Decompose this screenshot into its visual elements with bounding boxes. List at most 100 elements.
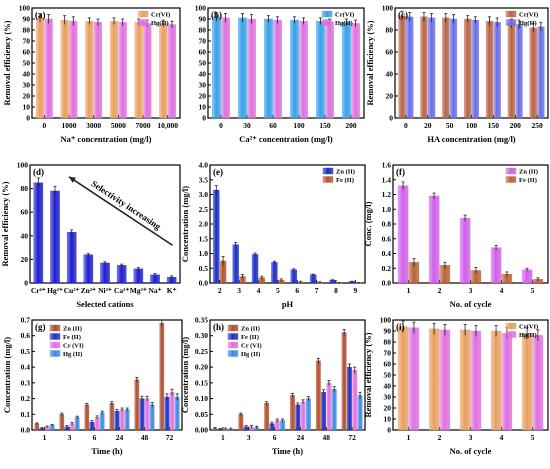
y-tick-label: 30 (384, 393, 392, 402)
bar (74, 417, 80, 431)
panel-b: 0 10 20 30 40 50 60 70 80 90 100 0 30 60 100 150 200 (b) C… (195, 4, 365, 144)
panel-i: 0 10 20 30 40 50 60 70 80 90 100 1 2 3 4 5 (i) No. of cyc… (363, 316, 549, 456)
bar (331, 388, 337, 431)
y-tick-label: 0.30 (195, 331, 208, 340)
y-tick-label: 0.0 (199, 279, 209, 288)
y-tick-label: 70 (384, 349, 392, 358)
y-tick-label: 90 (384, 327, 392, 336)
y-tick-label: 60 (199, 48, 207, 57)
y-tick-label: 2.0 (199, 220, 209, 229)
y-tick-label: 0.15 (195, 378, 208, 387)
y-tick-label: 0.0 (21, 426, 31, 435)
bar (212, 16, 221, 119)
y-tick-label: 0.2 (382, 264, 392, 273)
bar (515, 24, 523, 119)
x-tick-label: 4 (257, 286, 261, 295)
x-tick-label: 1 (43, 433, 47, 442)
legend-swatch (505, 10, 517, 18)
x-tick-label: 3 (469, 286, 473, 295)
legend-label: Cr(VI) (519, 324, 538, 331)
x-tick-label: K⁺ (167, 286, 177, 295)
x-tick-label: 9 (353, 286, 357, 295)
x-tick-label: Ni²⁺ (98, 286, 112, 295)
bar (464, 18, 472, 119)
bar (118, 22, 127, 119)
y-axis-label: Concentration (mg/l) (180, 186, 190, 262)
legend-swatch (49, 341, 61, 349)
y-tick-label: 0.0 (382, 279, 392, 288)
bar (398, 15, 406, 119)
bar (109, 21, 119, 119)
x-axis-label: HA concentration (mg/l) (427, 134, 515, 144)
legend-label: Hg(II) (151, 20, 169, 27)
bar (428, 17, 436, 119)
legend-swatch (322, 176, 334, 183)
bar (428, 195, 440, 284)
bar (100, 262, 110, 284)
bar (529, 27, 537, 119)
panel-label: (f) (396, 167, 405, 177)
bar (490, 330, 502, 431)
y-tick-label: 10 (384, 415, 392, 424)
y-tick-label: 1.2 (382, 190, 392, 199)
y-tick-label: 1.6 (382, 161, 392, 170)
y-tick-label: 10 (23, 103, 31, 112)
bar (167, 24, 177, 119)
legend-swatch (505, 331, 517, 338)
y-tick-label: 0 (202, 114, 206, 123)
x-tick-label: 1 (221, 433, 225, 442)
legend-swatch (505, 19, 517, 26)
bar (238, 17, 247, 119)
y-tick-label: 80 (21, 184, 29, 193)
x-tick-label: 24 (116, 433, 124, 442)
legend-swatch (321, 19, 333, 26)
x-axis-label: Ca²⁺ concentration (mg/l) (239, 134, 333, 144)
y-tick-label: 70 (23, 37, 31, 46)
legend-swatch (49, 333, 61, 340)
y-tick-label: 3.5 (199, 175, 209, 184)
y-tick-label: 0.3 (21, 378, 31, 387)
bar (493, 22, 501, 119)
x-tick-label: 24 (297, 433, 305, 442)
y-tick-label: 0.20 (195, 363, 208, 372)
y-tick-label: 2.5 (199, 205, 209, 214)
legend-swatch (49, 324, 61, 332)
y-tick-label: 1.0 (199, 249, 209, 258)
panel-label: (e) (213, 167, 223, 177)
y-axis-label: Removal efficiency (%) (2, 20, 12, 105)
legend-label: Zn (II) (63, 326, 82, 333)
x-axis-label: No. of cycle (450, 299, 492, 309)
y-tick-label: 90 (23, 15, 31, 24)
y-tick-label: 60 (21, 208, 29, 217)
y-tick-label: 60 (386, 48, 394, 57)
x-tick-label: 1 (407, 433, 411, 442)
x-axis-label: Selected cations (76, 299, 134, 309)
x-axis-label: Time (h) (272, 446, 303, 456)
legend-label: Cr(VI) (519, 12, 538, 19)
y-tick-label: 30 (199, 81, 207, 90)
y-tick-label: 0.6 (382, 234, 392, 243)
x-tick-label: 0 (42, 121, 46, 130)
bar (59, 414, 65, 431)
bar (169, 392, 175, 431)
y-tick-label: 20 (23, 92, 31, 101)
legend-label: Cr(VI) (335, 12, 354, 19)
plot-frame (31, 319, 183, 431)
bar (159, 322, 165, 431)
legend-swatch (227, 324, 239, 332)
bar (459, 217, 471, 284)
bar (264, 403, 270, 431)
x-tick-label: 250 (531, 121, 543, 130)
y-tick-label: 0 (389, 114, 393, 123)
legend-label: Hg(II) (519, 332, 537, 339)
y-tick-label: 0.6 (21, 331, 31, 340)
bar (470, 330, 482, 431)
x-tick-label: 2 (438, 286, 442, 295)
y-tick-label: 40 (386, 70, 394, 79)
bar (124, 409, 130, 431)
bar (34, 423, 40, 431)
bar (99, 412, 105, 431)
bar (144, 398, 150, 431)
x-tick-label: 100 (466, 121, 478, 130)
